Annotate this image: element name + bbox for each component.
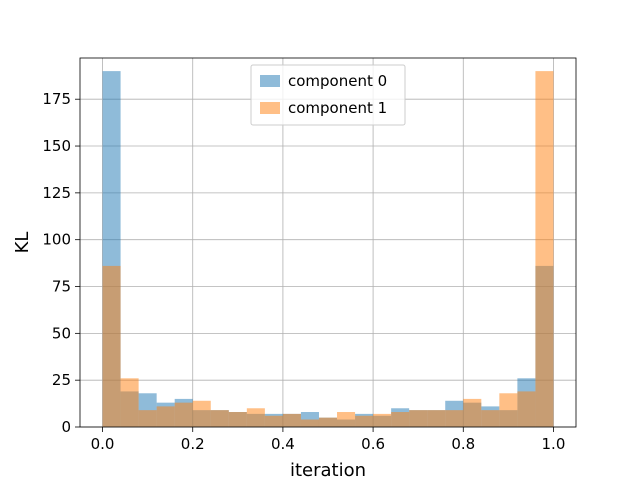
x-tick-label: 0.8 (451, 435, 475, 453)
y-tick-label: 0 (61, 418, 71, 436)
bar-series-1-bin-15 (373, 413, 392, 427)
x-axis-label: iteration (290, 460, 366, 480)
bar-series-1-bin-22 (499, 393, 518, 427)
bar-series-1-bin-12 (318, 417, 338, 427)
bar-series-1-bin-3 (156, 406, 175, 427)
y-tick-label: 125 (42, 184, 71, 202)
legend-swatch-component-0 (260, 75, 280, 87)
y-tick-label: 25 (52, 371, 71, 389)
bar-series-1-bin-7 (228, 412, 247, 427)
bar-series-1-bin-21 (481, 410, 500, 427)
bar-series-1-bin-23 (517, 391, 536, 427)
bar-series-1-bin-18 (427, 410, 446, 427)
bar-series-1-bin-10 (282, 413, 301, 427)
legend-swatch-component-1 (260, 102, 280, 114)
y-tick-label: 50 (52, 324, 71, 342)
plot-frame (79, 57, 577, 428)
bar-series-1-bin-17 (409, 410, 428, 427)
bar-series-1-bin-0 (102, 265, 121, 427)
x-tick-label: 0.2 (181, 435, 205, 453)
bar-series-1-bin-6 (210, 410, 229, 427)
x-tick-label: 0.0 (91, 435, 115, 453)
legend-label-component-0: component 0 (288, 72, 387, 90)
legend-box (250, 64, 406, 126)
x-tick-label: 1.0 (542, 435, 566, 453)
bar-series-1-bin-19 (445, 410, 464, 427)
bar-series-1-bin-2 (138, 410, 157, 427)
y-tick-label: 75 (52, 278, 71, 296)
y-tick-label: 175 (42, 90, 71, 108)
bar-series-1-bin-24 (535, 71, 554, 428)
bar-series-1-bin-8 (246, 408, 265, 427)
y-axis-label: KL (12, 232, 33, 254)
bar-series-1-bin-20 (463, 398, 482, 427)
bar-series-1-bin-1 (120, 378, 139, 427)
bar-series-1-bin-16 (391, 412, 410, 427)
y-tick-label: 150 (42, 137, 71, 155)
bar-series-1-bin-9 (264, 415, 283, 427)
bar-series-1-bin-13 (337, 412, 356, 427)
legend: component 0 component 1 (250, 64, 406, 126)
legend-label-component-1: component 1 (288, 99, 387, 117)
x-tick-label: 0.4 (271, 435, 295, 453)
bar-series-1-bin-14 (355, 415, 374, 427)
bar-series-1-bin-11 (300, 419, 319, 427)
bar-series-1-bin-5 (192, 400, 211, 427)
y-tick-label: 100 (42, 231, 71, 249)
bar-series-1-bin-4 (174, 402, 193, 427)
bars (102, 71, 554, 428)
x-tick-label: 0.6 (361, 435, 385, 453)
ticks: 0.0 0.2 0.4 0.6 0.8 1.0 0 25 50 75 100 125 150 175 (42, 90, 565, 453)
